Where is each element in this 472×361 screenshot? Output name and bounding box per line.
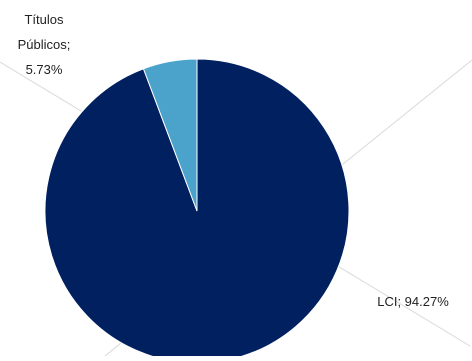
data-label-line: 5.73%	[26, 62, 63, 77]
data-label-line: Títulos	[24, 12, 64, 27]
data-label-line: Públicos;	[18, 37, 71, 52]
data-labels: LCI; 94.27% Títulos Públicos; 5.73%	[18, 12, 450, 309]
data-label-line: LCI; 94.27%	[377, 294, 449, 309]
data-label-t-tulos-p-blicos: Títulos Públicos; 5.73%	[18, 12, 71, 77]
data-label-lci: LCI; 94.27%	[377, 294, 449, 309]
pie-slices	[44, 58, 350, 361]
pie-slice-t-tulos-p-blicos	[142, 58, 198, 212]
